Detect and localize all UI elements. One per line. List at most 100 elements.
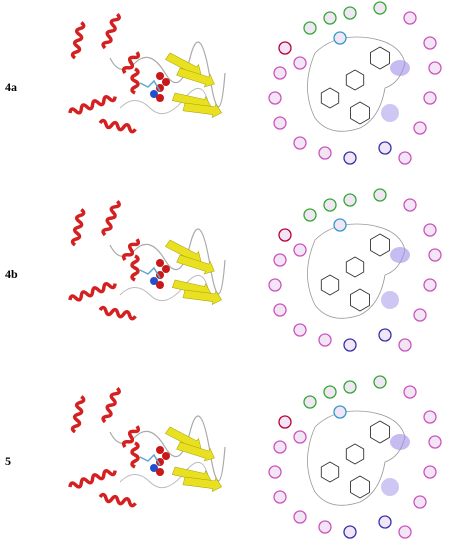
ligand-atom [156,271,164,279]
helix [130,441,140,469]
panel-label: 5 [5,454,11,468]
helix [98,305,137,321]
residue [423,465,437,479]
helix [130,254,140,282]
helix [70,395,86,434]
coil [119,461,211,489]
helix [121,51,141,74]
residue [318,333,332,347]
residue [343,338,357,352]
ring [320,87,340,109]
residue [303,208,317,222]
residue [268,278,282,292]
helix [70,21,86,60]
ligand-bonds [139,453,161,466]
residue [428,435,442,449]
residue [428,61,442,75]
exposure [390,247,410,263]
helix [101,386,121,424]
exposure [381,104,399,122]
residue [333,405,347,419]
residue [278,228,292,242]
ring [350,101,370,125]
beta-sheet [176,67,215,88]
residue [268,91,282,105]
ring [345,256,365,278]
helix [121,425,141,448]
residue [278,41,292,55]
ring [350,288,370,312]
ligand-atom [156,468,164,476]
pocket-outline [307,223,406,319]
residue [293,323,307,337]
ring [350,475,370,499]
ring [370,233,390,257]
helix [98,118,137,134]
helix [101,12,121,50]
pocket-outline [307,410,406,506]
ring [320,461,340,483]
residue [273,303,287,317]
helix [130,67,140,95]
residue [293,510,307,524]
ligand-atom [156,446,164,454]
helix [70,208,86,247]
ring [345,69,365,91]
pocket-outline [307,36,406,132]
residue [333,31,347,45]
residue [318,146,332,160]
helix [68,95,117,115]
residue [423,278,437,292]
panel: 4a [5,1,442,165]
residue [278,415,292,429]
residue [413,308,427,322]
residue [318,520,332,534]
residue [403,385,417,399]
coil [119,87,211,115]
panel: 5 [5,375,442,539]
ligand-atom [150,277,158,285]
residue [343,6,357,20]
helix [68,469,117,489]
residue [423,91,437,105]
ligand-atom [162,265,170,273]
ligand-bonds [139,79,161,92]
exposure [390,434,410,450]
residue [293,243,307,257]
ligand-bonds [139,266,161,279]
residue [373,1,387,15]
ligand-atom [150,464,158,472]
residue [333,218,347,232]
residue [293,56,307,70]
ring [370,46,390,70]
ligand-atom [156,84,164,92]
residue [423,223,437,237]
residue [378,141,392,155]
residue [413,121,427,135]
exposure [390,60,410,76]
beta-sheet [182,102,223,118]
residue [373,188,387,202]
residue [343,525,357,539]
ligand-atom [156,72,164,80]
ligand-atom [156,281,164,289]
residue [343,380,357,394]
helix [98,492,137,508]
residue [293,430,307,444]
beta-sheet [182,289,223,305]
residue [343,193,357,207]
residue [273,253,287,267]
helix [121,238,141,261]
residue [398,151,412,165]
residue [293,136,307,150]
residue [303,21,317,35]
exposure [381,291,399,309]
helix [101,199,121,237]
ligand-atom [162,78,170,86]
residue [303,395,317,409]
residue [423,410,437,424]
residue [403,198,417,212]
ring [370,420,390,444]
residue [273,440,287,454]
